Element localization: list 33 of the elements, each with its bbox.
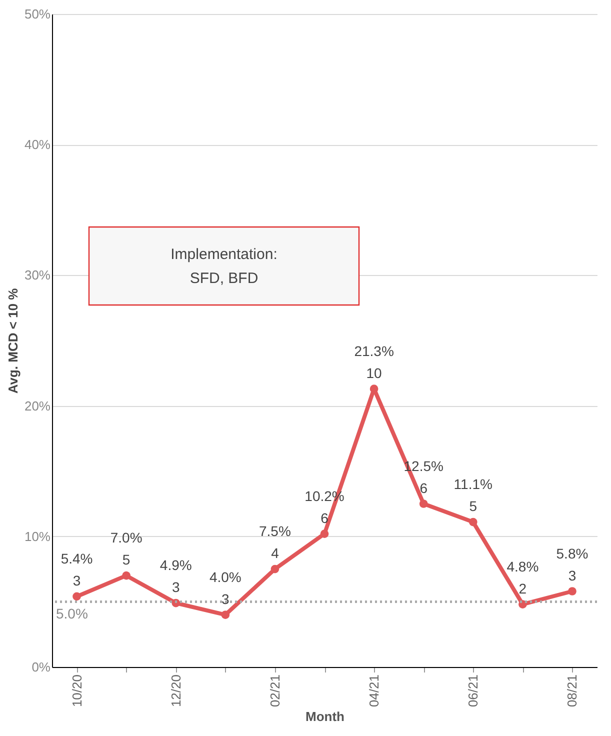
y-tick-label: 0% (32, 660, 51, 674)
data-label: 4.0% 3 (209, 568, 242, 607)
data-label: 4.8% 2 (506, 558, 539, 596)
y-tick-label: 20% (24, 398, 51, 414)
data-label: 7.5% 4 (258, 523, 291, 562)
y-axis-title: Avg. MCD < 10 % (5, 288, 20, 394)
data-label: 5.8% 3 (556, 545, 588, 584)
x-tick-label: 06/21 (466, 674, 481, 708)
data-label: 5.4% 3 (60, 550, 93, 588)
point (72, 592, 81, 601)
x-tick-label: 08/21 (564, 674, 580, 708)
point (270, 564, 280, 574)
y-tick-label: 30% (24, 268, 51, 283)
x-tick-label: 04/21 (366, 674, 382, 708)
point (419, 500, 428, 508)
x-tick-label: 10/20 (69, 674, 84, 708)
x-tick-label: 12/20 (168, 674, 184, 708)
y-tick-label: 40% (24, 137, 51, 152)
x-axis-title: Month (306, 709, 345, 724)
point (122, 571, 130, 580)
data-label: 7.0% 5 (110, 530, 142, 568)
data-label: 21.3% 10 (354, 342, 394, 381)
point (468, 518, 478, 526)
ref-line-label: 5.0% (56, 606, 88, 622)
point (568, 587, 576, 596)
annotation: Implementation: SFD, BFD (170, 246, 278, 287)
point (221, 610, 230, 619)
y-tick-label: 10% (24, 528, 51, 544)
x-tick-label: 02/21 (267, 674, 282, 708)
point (320, 530, 329, 538)
data-label: 4.9% 3 (160, 557, 192, 596)
y-tick-label: 50% (24, 6, 51, 22)
data-label: 11.1% 5 (454, 476, 492, 514)
